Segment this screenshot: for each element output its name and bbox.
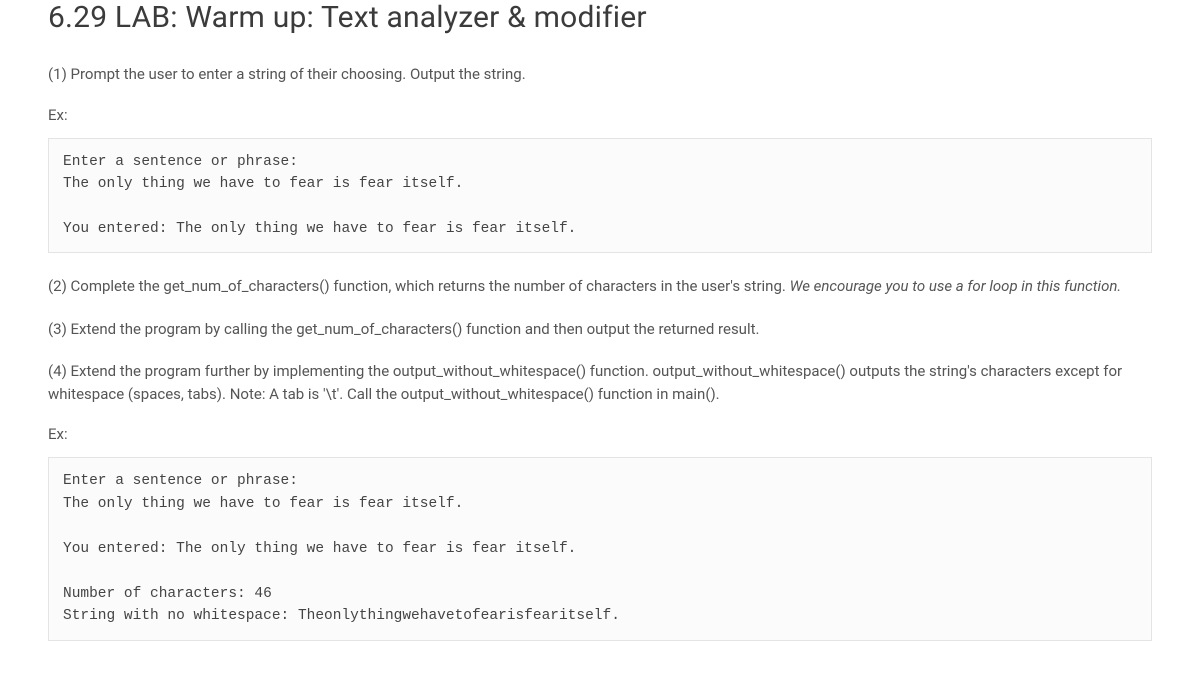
example-2-label: Ex: — [48, 425, 1152, 443]
example-1-code: Enter a sentence or phrase: The only thi… — [48, 138, 1152, 254]
lab-content: 6.29 LAB: Warm up: Text analyzer & modif… — [0, 0, 1200, 641]
step-3-text: (3) Extend the program by calling the ge… — [48, 318, 1152, 341]
step-2-text-b: We encourage you to use a for loop in th… — [790, 277, 1122, 295]
step-2-text-a: (2) Complete the get_num_of_characters()… — [48, 277, 790, 295]
step-1-text: (1) Prompt the user to enter a string of… — [48, 63, 1152, 86]
step-2-text: (2) Complete the get_num_of_characters()… — [48, 275, 1152, 298]
example-1-label: Ex: — [48, 106, 1152, 124]
step-4-text: (4) Extend the program further by implem… — [48, 360, 1152, 405]
example-2-code: Enter a sentence or phrase: The only thi… — [48, 457, 1152, 640]
lab-title: 6.29 LAB: Warm up: Text analyzer & modif… — [48, 0, 1152, 35]
